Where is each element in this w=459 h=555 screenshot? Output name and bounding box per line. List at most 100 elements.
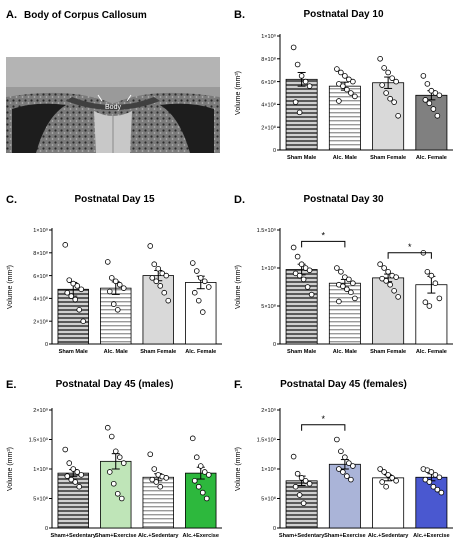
x-tick-label: Sham Male bbox=[287, 349, 316, 355]
panel-a-title: Body of Corpus Callosum bbox=[24, 10, 147, 21]
data-point bbox=[430, 483, 437, 490]
data-point bbox=[391, 288, 397, 294]
y-tick-label: 1.5×10⁹ bbox=[257, 227, 276, 234]
data-point bbox=[352, 93, 358, 100]
data-point bbox=[161, 289, 168, 296]
data-point bbox=[64, 289, 71, 296]
brain-section-image: Body bbox=[6, 57, 220, 153]
data-point bbox=[308, 291, 315, 298]
y-tick-label: 0 bbox=[273, 342, 276, 348]
bar bbox=[372, 277, 405, 345]
data-point bbox=[391, 99, 397, 105]
data-point bbox=[300, 276, 307, 283]
data-point bbox=[294, 253, 301, 260]
x-tick-label: Alc. Male bbox=[333, 349, 357, 355]
data-point bbox=[68, 293, 75, 299]
y-tick-label: 1×10⁹ bbox=[261, 466, 276, 473]
y-tick-label: 1×10⁹ bbox=[261, 265, 276, 272]
data-point bbox=[424, 81, 431, 87]
panel-b-letter: B. bbox=[234, 9, 245, 21]
data-point bbox=[389, 75, 395, 81]
panel-f-title: Postnatal Day 45 (females) bbox=[280, 379, 407, 390]
panel-c-letter: C. bbox=[6, 194, 17, 206]
x-tick-label: Sham+Sedentary bbox=[50, 533, 96, 539]
data-point bbox=[428, 272, 435, 279]
data-point bbox=[334, 265, 340, 271]
data-point bbox=[377, 466, 383, 472]
data-point bbox=[70, 466, 77, 472]
x-tick-label: Sham+Exercise bbox=[324, 533, 366, 539]
data-point bbox=[306, 267, 313, 274]
data-point bbox=[426, 303, 433, 309]
data-point bbox=[306, 83, 313, 89]
data-point bbox=[342, 73, 348, 79]
data-point bbox=[120, 285, 127, 291]
panel-c-chart: Volume (mm³) 0 2×10⁸ 4×10⁸ 6×10⁸ 8×10⁸ 1×10⁹ Sh… bbox=[7, 227, 222, 355]
y-tick-label: 4×10⁸ bbox=[33, 296, 48, 303]
x-tick-label: Alc.+Exercise bbox=[182, 533, 219, 539]
data-point bbox=[302, 78, 309, 85]
data-point bbox=[147, 243, 154, 249]
data-point bbox=[147, 451, 154, 458]
panel-e-chart: Volume (mm³) 0 5×10⁸ 1×10⁹ 1.5×10⁹ 2×10⁹ Sham+… bbox=[7, 407, 222, 539]
panel-d-letter: D. bbox=[234, 194, 245, 206]
data-point bbox=[72, 296, 79, 303]
panel-f-letter: F. bbox=[234, 379, 243, 391]
significance-bracket bbox=[301, 424, 346, 431]
data-point bbox=[108, 275, 115, 281]
data-point bbox=[381, 265, 387, 271]
data-point bbox=[300, 500, 307, 507]
significance-star: * bbox=[321, 230, 325, 240]
data-point bbox=[348, 289, 354, 296]
data-point bbox=[296, 272, 303, 279]
data-point bbox=[385, 472, 391, 478]
data-point bbox=[377, 55, 383, 62]
y-axis-label: Volume (mm³) bbox=[7, 447, 14, 491]
data-point bbox=[298, 73, 305, 79]
data-point bbox=[296, 109, 303, 116]
data-point bbox=[110, 301, 117, 307]
data-point bbox=[340, 83, 346, 89]
data-point bbox=[422, 299, 429, 305]
y-tick-label: 8×10⁸ bbox=[261, 56, 276, 63]
data-point bbox=[290, 44, 297, 51]
data-point bbox=[76, 483, 83, 490]
data-point bbox=[68, 476, 75, 483]
x-tick-label: Sham Male bbox=[59, 349, 88, 355]
data-point bbox=[387, 95, 393, 102]
data-point bbox=[292, 483, 299, 490]
y-tick-label: 2×10⁹ bbox=[33, 407, 48, 414]
data-point bbox=[201, 469, 208, 475]
data-point bbox=[189, 260, 196, 266]
data-point bbox=[118, 495, 125, 502]
x-tick-label: Sham+Sedentary bbox=[279, 533, 325, 539]
x-tick-label: Sham Female bbox=[370, 155, 406, 161]
y-tick-label: 6×10⁸ bbox=[261, 79, 276, 86]
data-point bbox=[294, 61, 301, 68]
data-point bbox=[389, 475, 395, 481]
data-point bbox=[430, 106, 437, 112]
x-tick-label: Sham+Exercise bbox=[95, 533, 137, 539]
data-point bbox=[290, 244, 297, 251]
data-point bbox=[344, 473, 350, 479]
data-point bbox=[78, 472, 85, 478]
y-tick-label: 0 bbox=[45, 526, 48, 532]
data-point bbox=[438, 489, 445, 496]
y-tick-label: 5×10⁸ bbox=[33, 496, 48, 503]
data-point bbox=[191, 478, 198, 484]
corpus-callosum-body bbox=[66, 97, 160, 110]
data-point bbox=[163, 272, 170, 279]
data-point bbox=[66, 460, 73, 466]
data-point bbox=[350, 280, 356, 286]
significance-bracket bbox=[301, 240, 346, 248]
data-point bbox=[422, 97, 429, 103]
data-point bbox=[205, 284, 212, 290]
data-point bbox=[292, 99, 299, 105]
data-point bbox=[436, 474, 443, 481]
data-point bbox=[151, 261, 158, 267]
x-tick-label: Alc.+Sedentary bbox=[368, 533, 409, 539]
data-point bbox=[290, 453, 297, 460]
y-tick-label: 1×10⁹ bbox=[33, 227, 48, 234]
bar bbox=[285, 269, 318, 345]
data-point bbox=[428, 469, 435, 475]
